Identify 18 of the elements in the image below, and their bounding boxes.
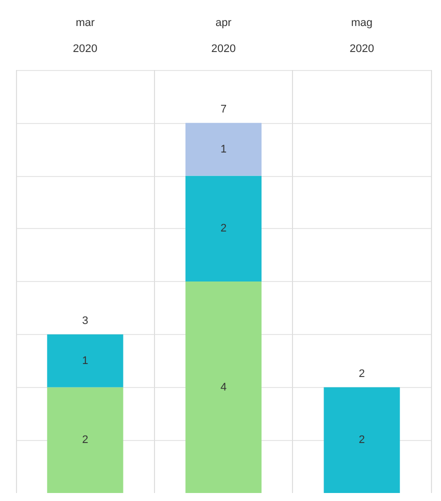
- category-label: mag 2020: [350, 17, 374, 55]
- data-label: 1: [82, 354, 88, 367]
- category-label: apr 2020: [211, 17, 236, 55]
- total-label: 7: [220, 103, 227, 116]
- bar: [185, 282, 262, 493]
- bar: [47, 334, 124, 388]
- bar: [47, 387, 124, 493]
- total-label: 2: [358, 368, 365, 380]
- bar: [185, 122, 262, 176]
- total-label: 3: [82, 314, 88, 327]
- data-label: 2: [220, 222, 227, 235]
- bar: [185, 176, 262, 282]
- data-label: 1: [220, 143, 227, 156]
- data-label: 4: [220, 381, 227, 394]
- category-label: mar 2020: [72, 17, 98, 55]
- data-label: 2: [82, 434, 88, 446]
- data-label: 2: [358, 434, 365, 446]
- bar: [324, 387, 400, 493]
